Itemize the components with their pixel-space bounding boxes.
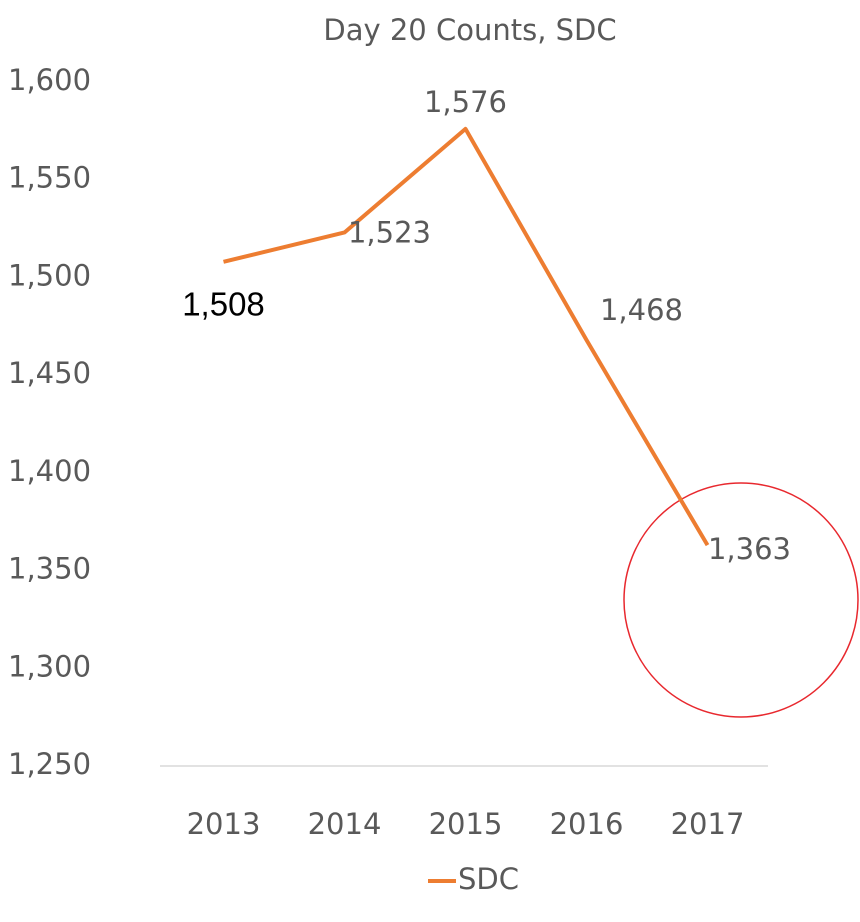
- data-label: 1,363: [708, 532, 791, 566]
- x-tick-label: 2015: [429, 807, 503, 841]
- annotation-circle: [623, 482, 859, 718]
- y-tick-label: 1,450: [8, 356, 91, 390]
- x-tick-label: 2013: [187, 807, 261, 841]
- y-tick-label: 1,500: [8, 258, 91, 292]
- y-tick-label: 1,550: [8, 161, 91, 195]
- chart-title: Day 20 Counts, SDC: [323, 13, 616, 47]
- y-tick-label: 1,250: [8, 747, 91, 781]
- y-tick-label: 1,400: [8, 454, 91, 488]
- data-line: [223, 126, 710, 547]
- y-tick-label: 1,300: [8, 649, 91, 683]
- x-tick-label: 2014: [308, 807, 382, 841]
- data-label: 1,576: [424, 85, 507, 119]
- data-label: 1,468: [600, 293, 683, 327]
- y-tick-label: 1,350: [8, 552, 91, 586]
- data-label: 1,508: [182, 286, 265, 323]
- x-tick-label: 2017: [671, 807, 745, 841]
- data-label: 1,523: [348, 215, 431, 249]
- y-tick-label: 1,600: [8, 63, 91, 97]
- legend-label: SDC: [458, 862, 519, 896]
- x-tick-label: 2016: [550, 807, 624, 841]
